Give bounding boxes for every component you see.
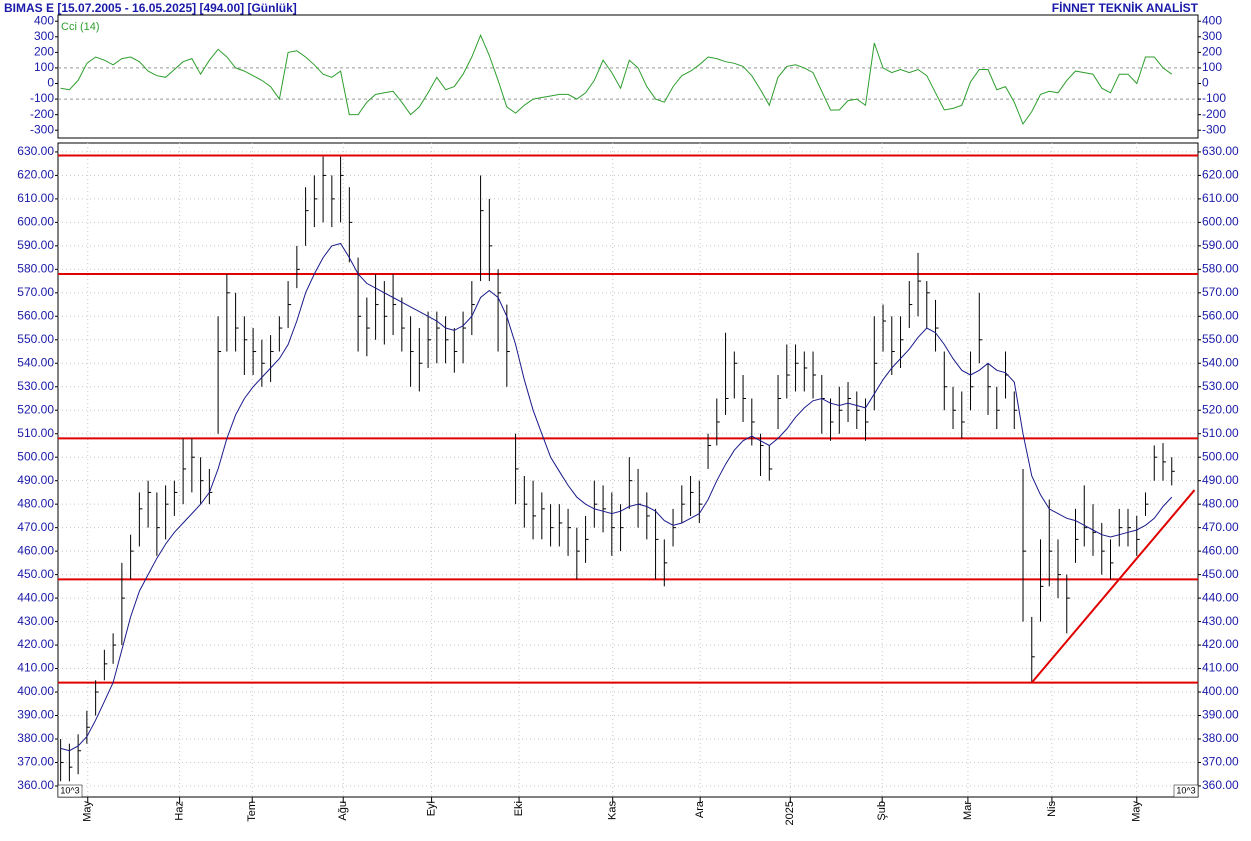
y-tick-label: 560.00 [17, 308, 54, 322]
y2-tick-label: 370.00 [1202, 755, 1239, 769]
y-tick-label: 300 [34, 29, 54, 43]
y-tick-label: 450.00 [17, 567, 54, 581]
y2-tick-label: 480.00 [1202, 496, 1239, 510]
y2-tick-label: 100 [1202, 60, 1222, 74]
y2-tick-label: 470.00 [1202, 520, 1239, 534]
y-tick-label: 580.00 [17, 262, 54, 276]
y2-tick-label: -300 [1202, 122, 1226, 136]
y2-tick-label: 0 [1202, 76, 1209, 90]
x-tick-label: Şub [876, 801, 888, 821]
y-tick-label: 510.00 [17, 426, 54, 440]
y-tick-label: 530.00 [17, 379, 54, 393]
axis-multiplier: 10^3 [60, 785, 79, 795]
y-tick-label: -100 [30, 91, 54, 105]
y-tick-label: 460.00 [17, 543, 54, 557]
y2-tick-label: 580.00 [1202, 262, 1239, 276]
x-tick-label: Eyl [426, 801, 438, 816]
y2-tick-label: 300 [1202, 29, 1222, 43]
y-tick-label: 390.00 [17, 708, 54, 722]
y2-tick-label: -200 [1202, 107, 1226, 121]
x-tick-label: Haz [174, 801, 186, 821]
x-tick-label: 2025 [784, 801, 796, 825]
y-tick-label: 550.00 [17, 332, 54, 346]
y-tick-label: 410.00 [17, 661, 54, 675]
y-tick-label: 590.00 [17, 238, 54, 252]
y-tick-label: 440.00 [17, 590, 54, 604]
y2-tick-label: 450.00 [1202, 567, 1239, 581]
y-tick-label: 400 [34, 13, 54, 27]
y-tick-label: 370.00 [17, 755, 54, 769]
x-tick-label: Ara [694, 800, 706, 818]
y-tick-label: 490.00 [17, 473, 54, 487]
y2-tick-label: 550.00 [1202, 332, 1239, 346]
y2-tick-label: 200 [1202, 45, 1222, 59]
y-tick-label: 630.00 [17, 144, 54, 158]
source-label: FİNNET TEKNİK ANALİST [1052, 0, 1199, 15]
x-tick-label: Mar [962, 801, 974, 820]
chart-title: BIMAS E [15.07.2005 - 16.05.2025] [494.0… [4, 1, 297, 15]
y2-tick-label: 560.00 [1202, 308, 1239, 322]
y2-tick-label: 460.00 [1202, 543, 1239, 557]
cci-line [60, 33, 1173, 126]
y-tick-label: 360.00 [17, 778, 54, 792]
y-tick-label: 430.00 [17, 614, 54, 628]
y2-tick-label: -100 [1202, 91, 1226, 105]
y-tick-label: 610.00 [17, 191, 54, 205]
y2-tick-label: 570.00 [1202, 285, 1239, 299]
y2-tick-label: 620.00 [1202, 168, 1239, 182]
price-panel [57, 142, 1199, 798]
multiplier-box [57, 784, 83, 798]
y2-tick-label: 520.00 [1202, 402, 1239, 416]
x-tick-label: May [82, 801, 94, 822]
y-tick-label: 380.00 [17, 731, 54, 745]
moving-average [60, 242, 1173, 752]
y2-tick-label: 510.00 [1202, 426, 1239, 440]
y-tick-label: 540.00 [17, 355, 54, 369]
y2-tick-label: 500.00 [1202, 449, 1239, 463]
y2-tick-label: 400.00 [1202, 684, 1239, 698]
trend-line [1031, 489, 1196, 684]
legend-label: Cci (14) [61, 21, 100, 33]
y-tick-label: -300 [30, 122, 54, 136]
y2-tick-label: 540.00 [1202, 355, 1239, 369]
x-tick-label: May [1131, 801, 1143, 822]
y-tick-label: 470.00 [17, 520, 54, 534]
y-tick-label: -200 [30, 107, 54, 121]
y2-tick-label: 590.00 [1202, 238, 1239, 252]
multiplier-box [1173, 784, 1199, 798]
axis-multiplier: 10^3 [1176, 785, 1195, 795]
y-tick-label: 480.00 [17, 496, 54, 510]
cci-panel [57, 14, 1199, 139]
y2-tick-label: 390.00 [1202, 708, 1239, 722]
x-tick-label: Ağu [337, 801, 349, 821]
y2-tick-label: 360.00 [1202, 778, 1239, 792]
y-tick-label: 100 [34, 60, 54, 74]
x-tick-label: Tem [246, 801, 258, 822]
y-tick-label: 500.00 [17, 449, 54, 463]
y2-tick-label: 410.00 [1202, 661, 1239, 675]
y2-tick-label: 600.00 [1202, 215, 1239, 229]
y2-tick-label: 630.00 [1202, 144, 1239, 158]
y2-tick-label: 490.00 [1202, 473, 1239, 487]
y2-tick-label: 380.00 [1202, 731, 1239, 745]
x-tick-label: Kas [607, 801, 619, 820]
y-tick-label: 0 [47, 76, 54, 90]
x-tick-label: Eki [513, 801, 525, 816]
y2-tick-label: 530.00 [1202, 379, 1239, 393]
y2-tick-label: 610.00 [1202, 191, 1239, 205]
y2-tick-label: 430.00 [1202, 614, 1239, 628]
y-tick-label: 620.00 [17, 168, 54, 182]
y2-tick-label: 420.00 [1202, 637, 1239, 651]
y-tick-label: 520.00 [17, 402, 54, 416]
y-tick-label: 420.00 [17, 637, 54, 651]
y-tick-label: 400.00 [17, 684, 54, 698]
y2-tick-label: 440.00 [1202, 590, 1239, 604]
y2-tick-label: 400 [1202, 13, 1222, 27]
y-tick-label: 570.00 [17, 285, 54, 299]
y-tick-label: 200 [34, 45, 54, 59]
x-tick-label: Nis [1046, 801, 1058, 817]
y-tick-label: 600.00 [17, 215, 54, 229]
